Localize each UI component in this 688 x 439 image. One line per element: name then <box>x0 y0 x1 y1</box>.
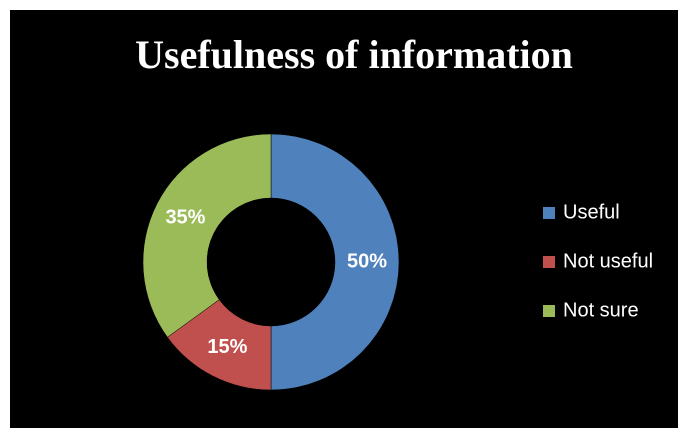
legend-label: Not sure <box>563 299 639 321</box>
legend-swatch <box>543 305 555 317</box>
donut-segment <box>142 133 272 338</box>
data-label: 15% <box>207 336 247 358</box>
data-label: 35% <box>165 207 205 229</box>
legend-swatch <box>543 256 555 268</box>
legend-label: Not useful <box>563 250 653 272</box>
legend-swatch <box>543 207 555 219</box>
chart-title: Usefulness of information <box>135 32 573 77</box>
legend-label: Useful <box>563 201 620 223</box>
data-label: 50% <box>347 250 387 272</box>
